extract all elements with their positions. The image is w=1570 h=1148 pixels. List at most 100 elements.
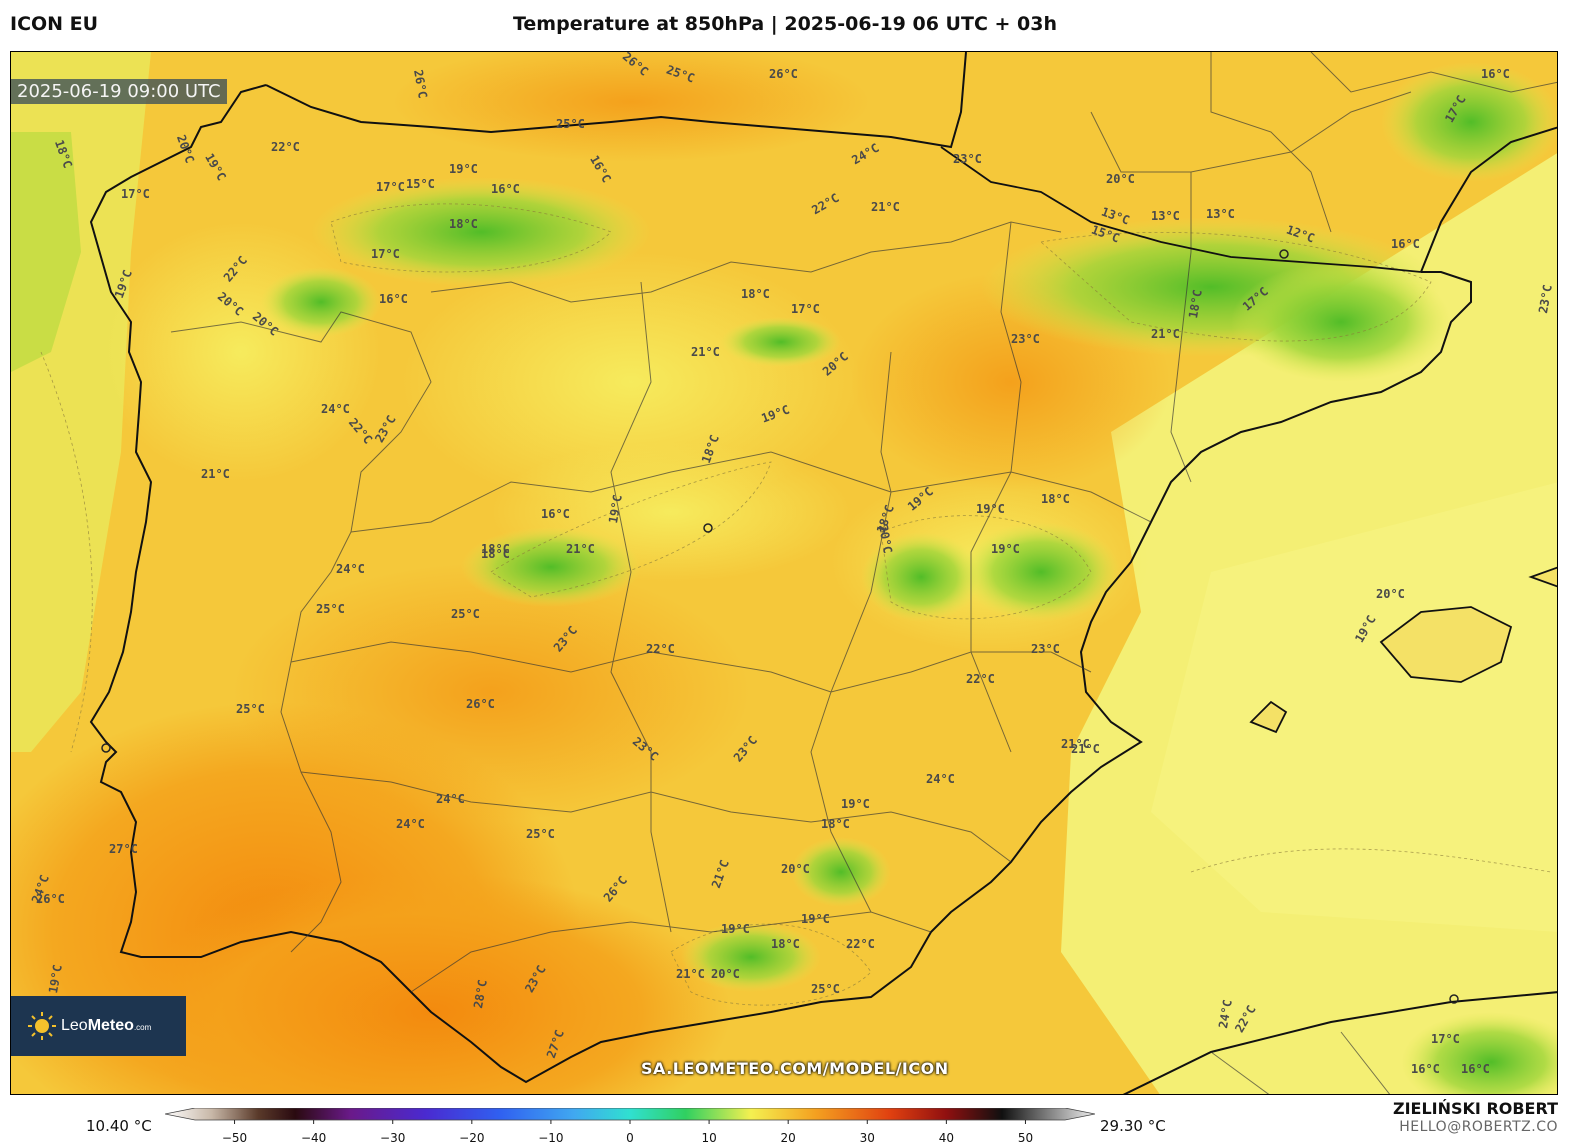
colorbar-tick-label: 10 [701, 1131, 717, 1145]
chart-title: Temperature at 850hPa | 2025-06-19 06 UT… [512, 13, 1058, 35]
contour-label: 18°C [741, 287, 770, 301]
contour-label: 13°C [1151, 209, 1180, 223]
contour-label: 17°C [791, 302, 820, 316]
contour-label: 21°C [566, 542, 595, 556]
contour-label: 24°C [336, 562, 365, 576]
contour-label: 21°C [1061, 737, 1090, 751]
contour-label: 21°C [691, 345, 720, 359]
green-region-iberian-west [861, 532, 981, 622]
contour-label: 19°C [841, 797, 870, 811]
contour-label: 22°C [966, 672, 995, 686]
contour-label: 20°C [781, 862, 810, 876]
contour-label: 18°C [481, 542, 510, 556]
colorbar-tick-label: −10 [538, 1131, 564, 1145]
contour-label: 24°C [396, 817, 425, 831]
contour-label: 21°C [871, 200, 900, 214]
contour-label: 19°C [721, 922, 750, 936]
logo-text: LeoMeteo.com [61, 1017, 151, 1035]
warm-region-south [131, 872, 731, 1094]
contour-label: 22°C [271, 140, 300, 154]
colorbar-tick-label: 0 [626, 1131, 634, 1145]
contour-label: 16°C [1411, 1062, 1440, 1076]
logo-name: Leo [61, 1017, 88, 1034]
source-url[interactable]: SA.LEOMETEO.COM/MODEL/ICON [641, 1059, 949, 1078]
contour-label: 16°C [491, 182, 520, 196]
contour-label: 19°C [976, 502, 1005, 516]
author-email[interactable]: HELLO@ROBERTZ.CO [1399, 1119, 1558, 1135]
contour-label: 17°C [1431, 1032, 1460, 1046]
mediterranean-sea-inner [1151, 482, 1557, 932]
colorbar-tick-label: 40 [938, 1131, 954, 1145]
colorbar-bar [165, 1108, 1095, 1121]
colorbar-tick-label: 20 [780, 1131, 796, 1145]
contour-label: 27°C [109, 842, 138, 856]
contour-label: 20°C [711, 967, 740, 981]
contour-label: 18°C [449, 217, 478, 231]
contour-label: 19°C [449, 162, 478, 176]
contour-label: 19°C [991, 542, 1020, 556]
map-canvas [11, 52, 1557, 1094]
green-region-pyrenees-east [1231, 262, 1451, 382]
island-mallorca [1379, 606, 1513, 683]
contour-label: 24°C [926, 772, 955, 786]
contour-label: 25°C [526, 827, 555, 841]
warm-region-center [231, 562, 751, 822]
contour-label: 16°C [541, 507, 570, 521]
logo-suffix: .com [133, 1023, 152, 1032]
contour-label: 18°C [771, 937, 800, 951]
contour-label: 17°C [121, 187, 150, 201]
border-spain-france [940, 146, 1422, 273]
green-region-central [461, 527, 641, 607]
city-marker-lisbon [101, 743, 111, 753]
legend-max-label: 29.30 °C [1100, 1117, 1166, 1135]
island-ibiza [1249, 700, 1288, 734]
contour-label: 20°C [1376, 587, 1405, 601]
region-borders [170, 52, 1557, 1094]
contour-label: 18°C [821, 817, 850, 831]
colorbar [165, 1108, 1095, 1124]
contour-label: 20°C [1106, 172, 1135, 186]
contour-label: 25°C [556, 117, 585, 131]
yellow-region-north-plateau [401, 252, 861, 512]
city-marker-madrid [703, 523, 713, 533]
green-region-guadarrama [721, 317, 841, 367]
temperature-map[interactable]: 18°C 20°C 17°C 19°C 22°C 26°C 26°C 25°C 26°C 25°C… [10, 51, 1558, 1095]
contour-label: 19°C [801, 912, 830, 926]
green-region-iberian [961, 522, 1121, 622]
coastline-north [265, 52, 967, 149]
contour-label: 17°C [371, 247, 400, 261]
colorbar-tick-label: −30 [380, 1131, 406, 1145]
logo-bold: Meteo [87, 1017, 134, 1034]
colorbar-tick-label: −50 [221, 1131, 248, 1145]
colorbar-tick-label: 50 [1017, 1131, 1034, 1145]
contour-label: 23°C [1011, 332, 1040, 346]
contour-label: 16°C [379, 292, 408, 306]
contour-label: 21°C [676, 967, 705, 981]
warm-region-bay-of-biscay [391, 52, 871, 162]
colorbar-ticks [234, 1120, 1026, 1124]
contour-label: 15°C [406, 177, 435, 191]
green-region-alps [1381, 62, 1557, 182]
coastline-france [1420, 126, 1557, 273]
contour-label: 25°C [811, 982, 840, 996]
contour-label: 23°C [953, 152, 982, 166]
legend-min-label: 10.40 °C [86, 1117, 152, 1135]
contour-label: 26°C [769, 67, 798, 81]
contour-label: 22°C [846, 937, 875, 951]
green-region-galicia [261, 267, 381, 337]
contour-label: 18°C [481, 547, 510, 561]
contour-label: 24°C [321, 402, 350, 416]
contour-label: 21°C [1151, 327, 1180, 341]
leometeo-logo[interactable]: LeoMeteo.com [11, 996, 186, 1056]
coastline-africa [1122, 991, 1557, 1094]
contour-label: 26°C [466, 697, 495, 711]
colorbar-tick-label: −20 [459, 1131, 485, 1145]
contour-label: 21°C [1071, 742, 1100, 756]
city-marker-andorra [1279, 249, 1289, 259]
colorbar-tick-label: −40 [300, 1131, 327, 1145]
contour-label: 21°C [201, 467, 230, 481]
author-name: ZIELIŃSKI ROBERT [1392, 1099, 1558, 1118]
contour-label: 25°C [316, 602, 345, 616]
contour-label: 22°C [646, 642, 675, 656]
green-region-algeria [1401, 1012, 1557, 1094]
